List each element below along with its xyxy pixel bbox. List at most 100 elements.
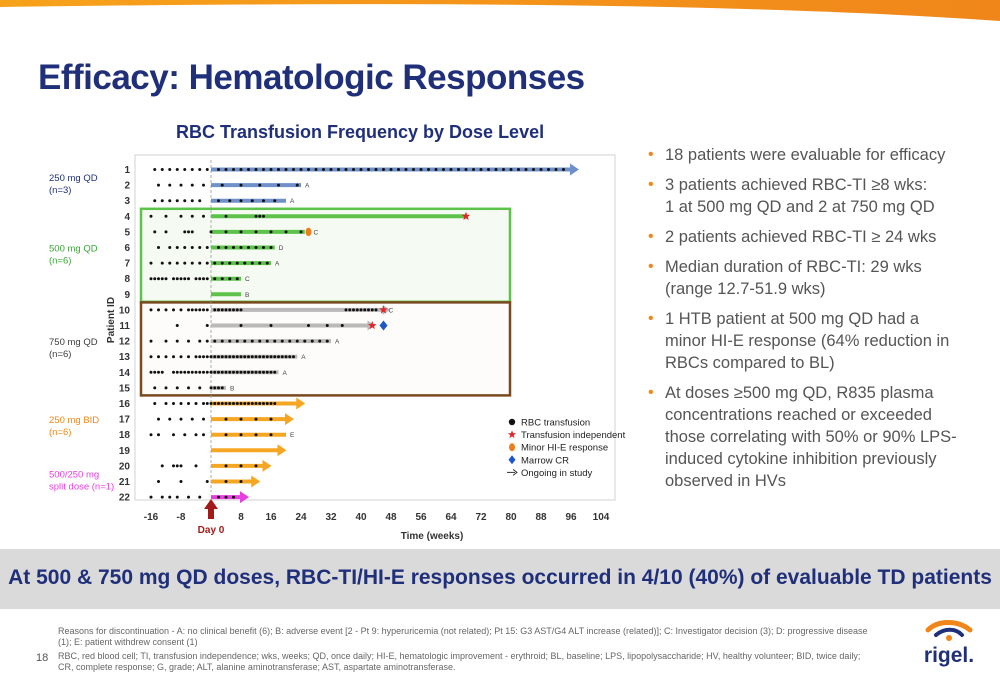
discontinuation-reason: A [335, 339, 340, 346]
rbc-transfusion-dot [190, 168, 194, 171]
rbc-transfusion-dot [209, 402, 213, 405]
rbc-transfusion-dot [179, 214, 183, 218]
legend-diamond-icon [508, 455, 516, 465]
rbc-transfusion-dot [232, 370, 235, 374]
rbc-transfusion-dot [179, 480, 183, 483]
rbc-transfusion-dot [382, 168, 385, 171]
x-tick-label: 8 [238, 512, 244, 523]
rbc-transfusion-dot [344, 168, 348, 171]
rbc-transfusion-dot [235, 339, 239, 343]
rbc-transfusion-dot [224, 168, 228, 171]
rbc-transfusion-dot [243, 261, 247, 265]
rbc-transfusion-dot [149, 370, 153, 374]
rbc-transfusion-dot [239, 230, 243, 234]
rbc-transfusion-dot [183, 168, 187, 171]
rbc-transfusion-dot [217, 386, 220, 390]
rbc-transfusion-dot [269, 433, 273, 437]
rbc-transfusion-dot [355, 308, 359, 312]
rbc-transfusion-dot [258, 261, 262, 265]
rbc-transfusion-dot [187, 355, 190, 359]
dose-group-label: 500/250 mg [49, 470, 99, 481]
rbc-transfusion-dot [239, 433, 243, 437]
rbc-transfusion-dot [220, 277, 224, 281]
rbc-transfusion-dot [213, 261, 217, 265]
rbc-transfusion-dot [344, 308, 348, 312]
rbc-transfusion-dot [228, 261, 232, 265]
rbc-transfusion-dot [235, 370, 239, 374]
rbc-transfusion-dot [299, 168, 303, 171]
header-swoosh [0, 0, 1000, 23]
rbc-transfusion-dot [202, 277, 205, 281]
rbc-transfusion-dot [247, 402, 250, 405]
rbc-transfusion-dot [168, 199, 172, 203]
rbc-transfusion-dot [509, 168, 513, 171]
y-tick-label: 10 [119, 305, 131, 316]
patient-row: C [149, 304, 394, 315]
rbc-transfusion-dot [168, 417, 172, 421]
rbc-transfusion-dot [235, 402, 239, 405]
rbc-transfusion-dot [190, 199, 194, 203]
rbc-transfusion-dot [258, 355, 262, 359]
rbc-transfusion-dot [239, 183, 243, 187]
rbc-transfusion-dot [202, 183, 205, 187]
rbc-transfusion-dot [228, 402, 232, 405]
rbc-transfusion-dot [198, 261, 202, 265]
bullet-icon: • [648, 176, 654, 193]
rbc-transfusion-dot [243, 355, 247, 359]
rbc-transfusion-dot [374, 308, 378, 312]
rbc-transfusion-dot [348, 308, 352, 312]
y-tick-label: 14 [119, 368, 131, 379]
rbc-transfusion-dot [479, 168, 483, 171]
ongoing-arrow-icon [262, 459, 272, 472]
y-tick-label: 15 [119, 383, 131, 394]
x-tick-label: 16 [265, 512, 277, 523]
rbc-transfusion-dot [359, 168, 363, 171]
rbc-transfusion-dot [442, 168, 445, 171]
rbc-transfusion-dot [175, 370, 179, 374]
x-tick-label: 104 [593, 512, 610, 523]
dose-group-label: 250 mg QD [49, 173, 98, 184]
x-axis-label: Time (weeks) [401, 531, 464, 542]
y-tick-label: 6 [124, 243, 130, 254]
rbc-transfusion-dot [239, 246, 243, 249]
rbc-transfusion-dot [239, 168, 243, 171]
rbc-transfusion-dot [157, 246, 160, 249]
rbc-transfusion-dot [179, 417, 183, 421]
rbc-transfusion-dot [228, 308, 232, 312]
rbc-transfusion-dot [217, 308, 220, 312]
rbc-transfusion-dot [434, 168, 438, 171]
day0-arrow-icon [204, 499, 218, 519]
rbc-transfusion-dot [269, 417, 273, 421]
x-tick-label: 56 [415, 512, 427, 523]
rbc-transfusion-dot [172, 464, 175, 468]
y-tick-label: 8 [124, 274, 130, 285]
rbc-transfusion-dot [183, 261, 187, 265]
dose-group-boxes [139, 207, 512, 397]
rbc-transfusion-dot [427, 168, 430, 171]
transfusion-independent-star [367, 321, 377, 330]
rbc-transfusion-dot [202, 370, 205, 374]
rbc-transfusion-dot [220, 402, 224, 405]
dose-group-box [139, 301, 512, 397]
rbc-transfusion-dot [224, 495, 228, 499]
rbc-transfusion-dot [228, 199, 232, 203]
rbc-transfusion-dot [247, 370, 250, 374]
y-tick-label: 1 [124, 165, 130, 176]
rbc-transfusion-dot [224, 464, 228, 468]
rbc-transfusion-dot [209, 230, 213, 234]
rbc-transfusion-dot [239, 370, 243, 374]
day0-label: Day 0 [198, 525, 225, 536]
bullet-icon: • [648, 384, 654, 401]
rbc-transfusion-dot [157, 277, 160, 281]
swimmer-chart: 250 mg QD(n=3)500 mg QD(n=6)750 mg QD(n=… [49, 154, 626, 542]
rbc-transfusion-dot [273, 402, 277, 405]
rbc-transfusion-dot [502, 168, 505, 171]
conclusion-banner: At 500 & 750 mg QD doses, RBC-TI/HI-E re… [0, 549, 1000, 609]
rbc-transfusion-dot [149, 433, 153, 437]
rbc-transfusion-dot [532, 168, 535, 171]
y-tick-label: 2 [124, 181, 130, 192]
rbc-transfusion-dot [172, 308, 175, 312]
rbc-transfusion-dot [374, 168, 378, 171]
plot-frame [134, 154, 616, 501]
rbc-transfusion-dot [194, 433, 198, 437]
